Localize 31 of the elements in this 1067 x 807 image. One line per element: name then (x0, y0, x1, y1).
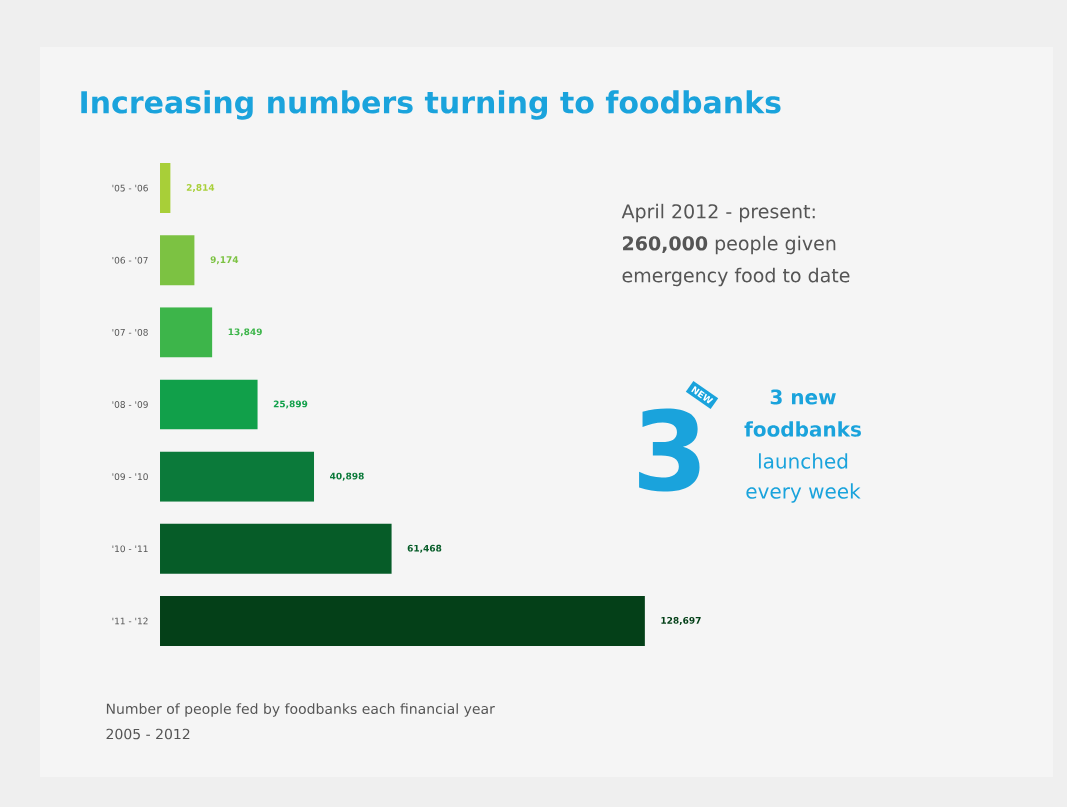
data-label: 61,468 (407, 544, 442, 553)
y-tick-label: '10 - '11 (112, 545, 148, 553)
text: 3 new (770, 389, 836, 405)
text: 2005 - 2012 (106, 728, 190, 740)
y-tick-label: '05 - '06 (112, 184, 148, 192)
text: every week (746, 483, 861, 503)
y-tick-label: '08 - '09 (112, 401, 148, 408)
data-label: 128,697 (661, 616, 701, 625)
chart-title: Increasing numbers turning to foodbanks (81, 90, 781, 120)
bar (160, 379, 258, 430)
annotation: emergency food to date (622, 267, 850, 287)
y-tick-label: '07 - '08 (112, 328, 148, 336)
data-label: 2,814 (186, 184, 215, 193)
bar (160, 307, 213, 358)
data-label: 9,174 (210, 256, 239, 265)
data-label: 25,899 (273, 400, 308, 409)
text: Number of people fed by foodbanks each financial year (106, 703, 495, 717)
annotation: 3 (639, 408, 700, 492)
bar (160, 595, 645, 646)
bar (160, 235, 195, 286)
data-label: 13,849 (228, 328, 262, 337)
text: foodbanks (744, 421, 861, 437)
annotation: 260,000 people given (623, 235, 836, 255)
text: launched (758, 453, 848, 469)
data-label: 40,898 (330, 472, 364, 481)
bar (160, 451, 315, 502)
y-tick-label: '11 - '12 (112, 617, 148, 625)
y-tick-label: '06 - '07 (112, 256, 148, 264)
y-tick-label: '09 - '10 (112, 473, 148, 481)
annotation: April 2012 - present: (621, 203, 815, 223)
bar (160, 523, 392, 574)
